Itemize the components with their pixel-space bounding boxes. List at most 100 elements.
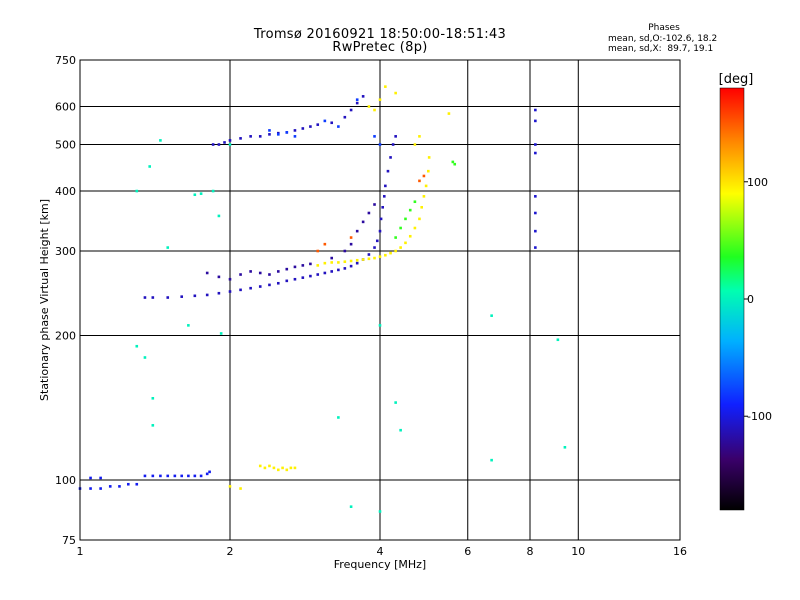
data-point xyxy=(126,482,130,486)
data-point xyxy=(355,101,359,105)
data-point xyxy=(205,271,209,275)
data-point xyxy=(337,268,340,272)
data-point xyxy=(349,108,353,112)
data-point xyxy=(135,189,139,193)
data-point xyxy=(228,485,232,488)
data-point xyxy=(148,165,152,168)
x-tick-label: 2 xyxy=(227,545,234,558)
data-point xyxy=(394,401,397,404)
data-point xyxy=(534,151,537,155)
data-point xyxy=(394,91,397,95)
data-point xyxy=(268,273,271,276)
data-point xyxy=(151,424,155,427)
y-tick-label: 600 xyxy=(55,101,76,114)
data-point xyxy=(258,135,262,138)
data-point xyxy=(382,195,386,198)
colorbar-ticks: 100 0 -100 xyxy=(744,176,772,423)
data-points xyxy=(78,85,567,513)
data-point xyxy=(399,246,402,249)
data-point xyxy=(426,169,430,173)
data-point xyxy=(361,258,365,261)
phase-stats-heading: Phases xyxy=(648,23,680,33)
data-point xyxy=(151,397,155,400)
data-point xyxy=(337,416,340,419)
data-point xyxy=(378,143,382,146)
data-point xyxy=(217,291,221,295)
data-point xyxy=(391,143,395,146)
x-tick-label: 16 xyxy=(673,545,687,558)
data-point xyxy=(378,255,382,258)
data-point xyxy=(343,115,347,119)
data-point xyxy=(228,290,232,293)
data-point xyxy=(349,259,353,263)
data-point xyxy=(285,267,289,271)
y-tick-label: 300 xyxy=(55,245,76,258)
data-point xyxy=(268,464,271,468)
chart-subtitle: RwPretec (8p) xyxy=(332,40,428,55)
data-point xyxy=(143,474,147,478)
data-point xyxy=(337,261,340,264)
data-point xyxy=(384,85,387,88)
data-point xyxy=(373,135,376,138)
data-point xyxy=(293,466,297,470)
data-point xyxy=(373,203,376,206)
data-point xyxy=(258,464,262,468)
x-tick-label: 6 xyxy=(464,545,471,558)
data-point xyxy=(228,139,232,142)
data-point xyxy=(173,474,177,478)
x-tick-label: 8 xyxy=(527,545,534,558)
data-point xyxy=(258,285,262,288)
data-point xyxy=(309,262,312,266)
data-point xyxy=(301,264,305,267)
data-point xyxy=(381,205,384,209)
data-point xyxy=(166,296,170,299)
data-point xyxy=(337,125,340,128)
data-point xyxy=(159,474,162,478)
data-point xyxy=(293,135,297,138)
data-point xyxy=(268,283,271,287)
data-point xyxy=(330,256,334,260)
data-point xyxy=(367,257,371,261)
data-point xyxy=(193,193,197,197)
data-point xyxy=(394,135,397,138)
data-point xyxy=(355,229,359,233)
data-point xyxy=(239,487,242,490)
y-tick-label: 200 xyxy=(55,330,76,343)
data-point xyxy=(199,474,203,478)
y-axis-label: Stationary phase Virtual Height [km] xyxy=(38,199,51,401)
data-point xyxy=(276,468,280,472)
x-axis-ticks: 1 2 4 6 8 10 16 xyxy=(77,545,688,558)
data-point xyxy=(276,133,280,136)
data-point xyxy=(316,123,320,126)
data-point xyxy=(205,293,209,297)
data-point xyxy=(534,119,537,123)
data-point xyxy=(404,241,407,245)
chart-title: Tromsø 20160921 18:50:00-18:51:43 xyxy=(253,27,507,42)
colorbar-tick-label: 0 xyxy=(747,293,754,306)
data-point xyxy=(375,239,379,243)
data-point xyxy=(249,270,252,273)
data-point xyxy=(399,428,402,432)
data-point xyxy=(343,267,347,270)
data-point xyxy=(413,200,417,204)
data-point xyxy=(534,108,537,112)
data-point xyxy=(323,271,327,275)
data-point xyxy=(386,169,390,173)
data-point xyxy=(384,184,387,188)
data-point xyxy=(534,211,537,215)
data-point xyxy=(420,205,423,209)
y-tick-label: 75 xyxy=(62,534,76,547)
data-point xyxy=(378,510,382,513)
data-point xyxy=(361,220,365,224)
data-point xyxy=(534,195,537,198)
data-point xyxy=(563,446,567,449)
data-point xyxy=(151,296,155,299)
data-point xyxy=(89,487,92,490)
data-point xyxy=(249,135,252,138)
data-point xyxy=(180,474,184,478)
data-point xyxy=(228,143,232,146)
data-point xyxy=(187,474,190,478)
data-point xyxy=(418,135,421,138)
data-point xyxy=(285,279,289,283)
data-point xyxy=(316,249,320,253)
